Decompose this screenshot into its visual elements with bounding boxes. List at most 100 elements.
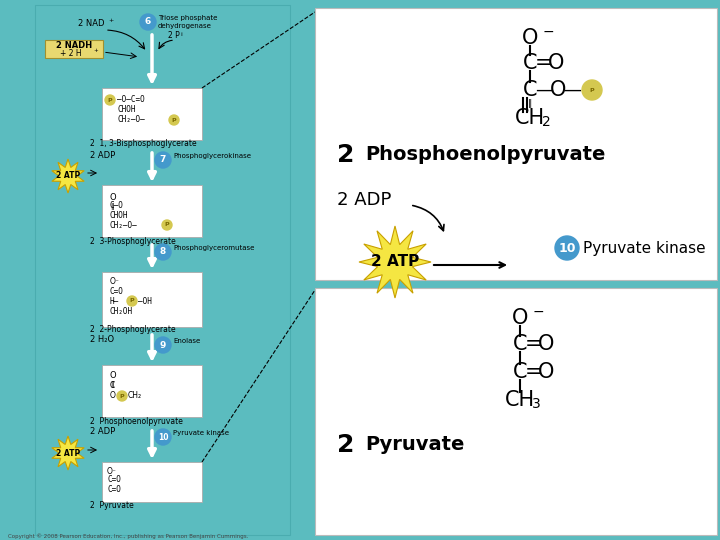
Text: —: — [563, 81, 581, 99]
Text: dehydrogenase: dehydrogenase [158, 23, 212, 29]
Text: Copyright © 2008 Pearson Education, Inc., publishing as Pearson Benjamin Cumming: Copyright © 2008 Pearson Education, Inc.… [8, 533, 248, 539]
Text: CH: CH [505, 390, 535, 410]
Text: 2 ATP: 2 ATP [56, 172, 80, 180]
Text: Triose phosphate: Triose phosphate [158, 15, 217, 21]
Circle shape [155, 337, 171, 353]
Text: CHOH: CHOH [110, 211, 128, 219]
Circle shape [127, 296, 137, 306]
Text: 2 ATP: 2 ATP [371, 254, 419, 269]
Text: CH₂—O—: CH₂—O— [110, 220, 138, 230]
Text: C: C [523, 80, 537, 100]
Text: C=O: C=O [110, 287, 124, 295]
Text: ‖: ‖ [110, 202, 114, 210]
Text: O: O [522, 28, 538, 48]
Text: O: O [110, 192, 117, 201]
Text: 2  3-Phosphoglycerate: 2 3-Phosphoglycerate [90, 237, 176, 246]
Text: H—: H— [110, 296, 120, 306]
Text: Phosphoglyceromutase: Phosphoglyceromutase [173, 245, 254, 251]
Text: Pyruvate kinase: Pyruvate kinase [173, 430, 229, 436]
Circle shape [105, 95, 115, 105]
Text: C=O: C=O [107, 485, 121, 495]
Text: Enolase: Enolase [173, 338, 200, 344]
Text: Phosphoenolpyruvate: Phosphoenolpyruvate [365, 145, 606, 165]
Text: C: C [110, 381, 115, 390]
Polygon shape [52, 436, 84, 470]
Text: =: = [525, 362, 543, 382]
Text: =: = [525, 334, 543, 354]
Text: 2: 2 [541, 115, 550, 129]
Text: + 2 H: + 2 H [60, 49, 82, 57]
Text: CHOH: CHOH [117, 105, 135, 114]
FancyBboxPatch shape [102, 185, 202, 237]
Text: P: P [120, 394, 125, 399]
Text: C: C [513, 362, 527, 382]
FancyBboxPatch shape [315, 8, 717, 280]
Text: 2 ADP: 2 ADP [90, 151, 115, 159]
FancyBboxPatch shape [102, 462, 202, 502]
Text: 2 ADP: 2 ADP [337, 191, 392, 209]
Text: C: C [523, 53, 537, 73]
Text: Pyruvate: Pyruvate [365, 435, 464, 455]
Circle shape [140, 14, 156, 30]
Circle shape [582, 80, 602, 100]
FancyBboxPatch shape [35, 5, 290, 535]
Text: O: O [512, 308, 528, 328]
Text: CH₂OH: CH₂OH [110, 307, 133, 315]
Text: C—O: C—O [110, 200, 124, 210]
Text: Pyruvate kinase: Pyruvate kinase [583, 240, 706, 255]
Polygon shape [52, 159, 84, 193]
Text: 8: 8 [160, 247, 166, 256]
Text: 2: 2 [337, 433, 354, 457]
Text: O: O [110, 372, 117, 381]
Text: P: P [171, 118, 176, 123]
Text: C: C [513, 334, 527, 354]
Text: 6: 6 [145, 17, 151, 26]
Text: P: P [165, 222, 169, 227]
Polygon shape [359, 226, 431, 298]
Text: CH: CH [515, 108, 545, 128]
Text: O⁻: O⁻ [107, 468, 117, 476]
Text: 2  Phosphoenolpyruvate: 2 Phosphoenolpyruvate [90, 416, 183, 426]
Text: O: O [538, 362, 554, 382]
FancyBboxPatch shape [102, 272, 202, 327]
Text: O⁻: O⁻ [110, 278, 120, 287]
FancyBboxPatch shape [45, 40, 103, 58]
Text: =: = [535, 53, 553, 73]
Text: P: P [590, 87, 594, 92]
Text: C=O: C=O [107, 476, 121, 484]
Text: O: O [110, 392, 116, 401]
Circle shape [155, 429, 171, 445]
Text: CH₂: CH₂ [128, 392, 142, 401]
Text: O: O [548, 53, 564, 73]
Text: 2  Pyruvate: 2 Pyruvate [90, 501, 134, 510]
Text: ‖: ‖ [110, 381, 114, 388]
Text: 2  1, 3-Bisphosphoglycerate: 2 1, 3-Bisphosphoglycerate [90, 138, 197, 147]
Text: 2 ADP: 2 ADP [90, 428, 115, 436]
Text: Phosphoglycerokinase: Phosphoglycerokinase [173, 153, 251, 159]
Text: 2 ATP: 2 ATP [56, 449, 80, 457]
Text: 7: 7 [160, 156, 166, 165]
Circle shape [169, 115, 179, 125]
Text: 2  2-Phosphoglycerate: 2 2-Phosphoglycerate [90, 326, 176, 334]
Text: 9: 9 [160, 341, 166, 349]
Text: P: P [108, 98, 112, 103]
Text: —O—C=O: —O—C=O [117, 96, 145, 105]
Text: i: i [180, 32, 181, 37]
Text: 2 NADH: 2 NADH [56, 40, 92, 50]
Circle shape [555, 236, 579, 260]
Circle shape [155, 244, 171, 260]
Text: P: P [130, 299, 135, 303]
Text: 2: 2 [337, 143, 354, 167]
Text: ‖: ‖ [528, 98, 532, 107]
Text: —OH: —OH [138, 296, 152, 306]
Text: 10: 10 [558, 241, 576, 254]
Text: 2 P: 2 P [168, 31, 180, 40]
Text: +: + [94, 49, 99, 53]
Text: 2 NAD: 2 NAD [78, 18, 104, 28]
FancyBboxPatch shape [315, 288, 717, 535]
Text: 3: 3 [531, 397, 541, 411]
Text: CH₂—O—: CH₂—O— [117, 116, 145, 125]
Text: +: + [108, 18, 113, 24]
Text: O: O [538, 334, 554, 354]
Text: −: − [542, 25, 554, 39]
